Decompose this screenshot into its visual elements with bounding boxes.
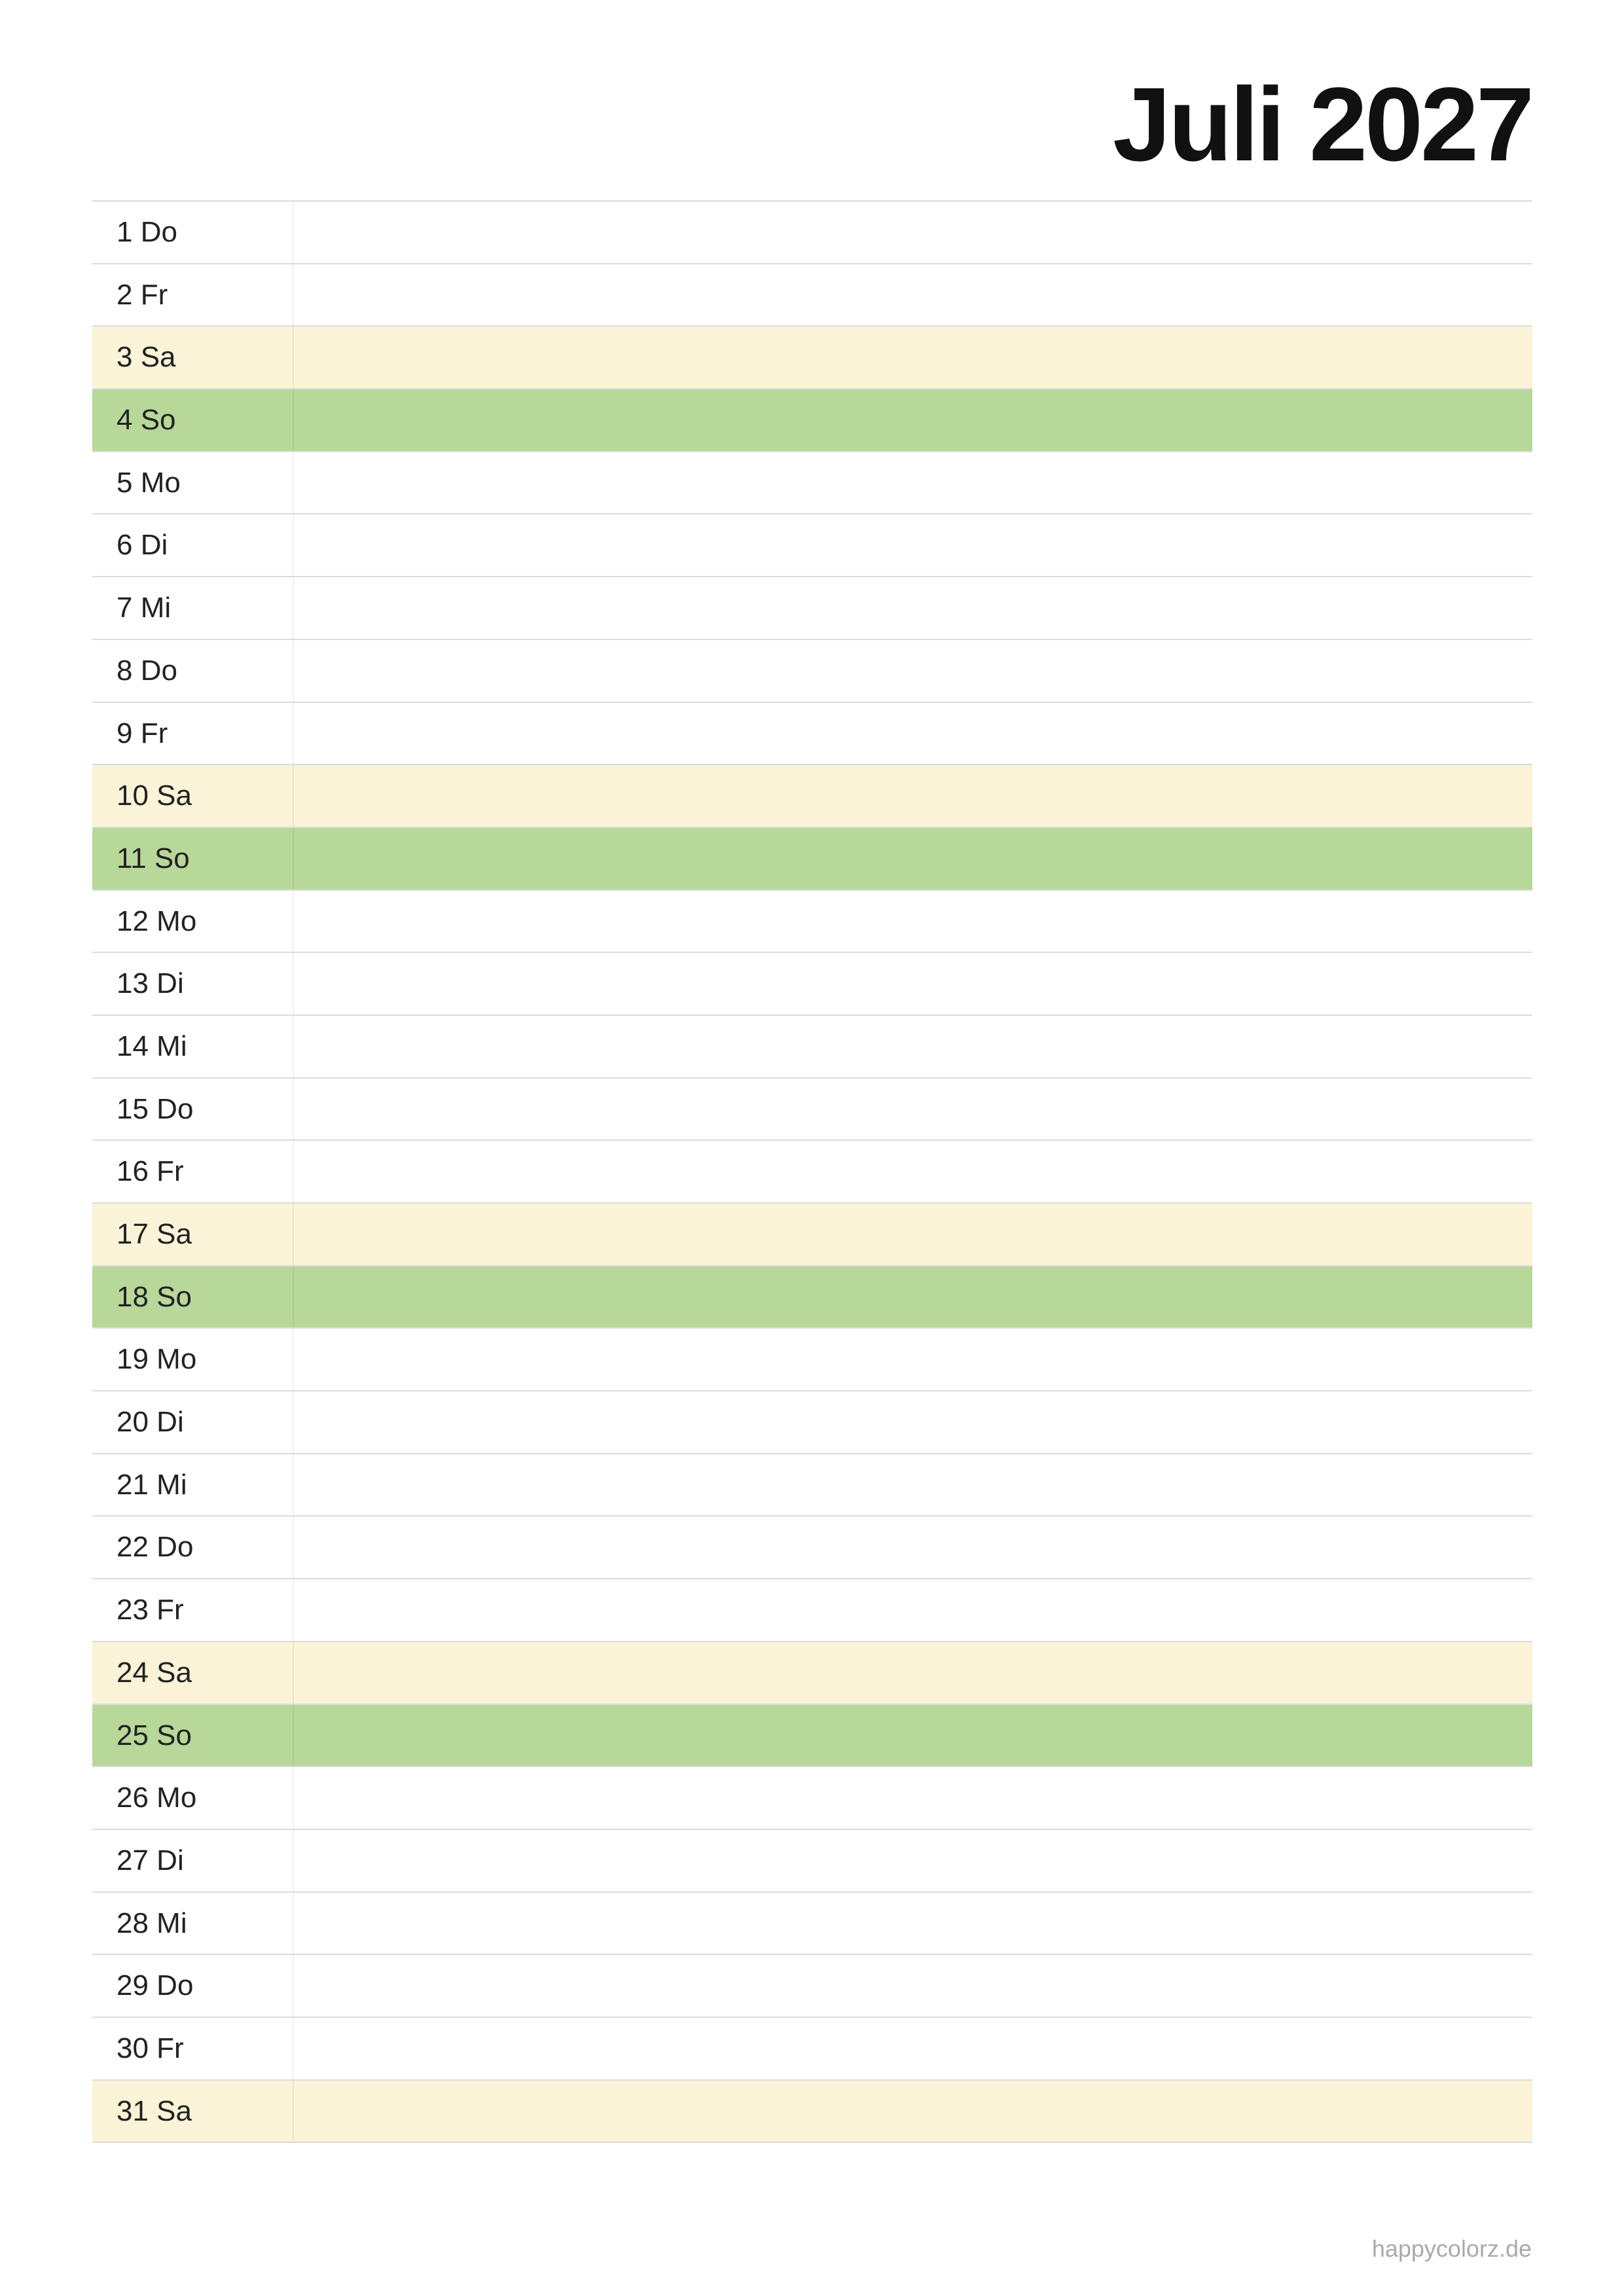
column-divider [293,953,294,1014]
column-divider [293,1579,294,1641]
column-divider [293,1204,294,1265]
day-label: 19 Mo [117,1343,197,1376]
day-row: 3 Sa [92,327,1532,390]
day-row: 28 Mi [92,1892,1532,1956]
column-divider [293,890,294,952]
column-divider [293,1078,294,1140]
day-label: 14 Mi [117,1030,187,1062]
day-label: 8 Do [117,654,177,687]
column-divider [293,264,294,326]
day-label: 9 Fr [117,717,168,749]
column-divider [293,202,294,263]
column-divider [293,1454,294,1516]
day-row: 19 Mo [92,1329,1532,1392]
column-divider [293,514,294,577]
column-divider [293,1015,294,1077]
day-label: 15 Do [117,1092,194,1125]
day-label: 29 Do [117,1969,194,2002]
day-label: 7 Mi [117,592,171,624]
day-row: 11 So [92,827,1532,891]
day-label: 31 Sa [117,2094,192,2127]
day-row: 13 Di [92,953,1532,1016]
column-divider [293,452,294,514]
day-row: 31 Sa [92,2080,1532,2144]
day-label: 23 Fr [117,1594,184,1626]
day-list: 1 Do 2 Fr 3 Sa 4 So 5 Mo 6 Di 7 Mi 8 Do 9 Fr 10 S… [92,200,1532,2144]
column-divider [293,1829,294,1892]
column-divider [293,2080,294,2142]
day-label: 30 Fr [117,2032,184,2064]
day-row: 15 Do [92,1078,1532,1141]
day-label: 13 Di [117,967,184,1000]
column-divider [293,1955,294,2017]
day-label: 12 Mo [117,905,197,937]
column-divider [293,639,294,702]
day-row: 2 Fr [92,264,1532,327]
column-divider [293,1141,294,1202]
day-row: 10 Sa [92,765,1532,828]
day-row: 14 Mi [92,1015,1532,1079]
day-label: 3 Sa [117,341,176,374]
day-label: 17 Sa [117,1218,192,1250]
day-row: 21 Mi [92,1454,1532,1517]
day-row: 5 Mo [92,452,1532,515]
day-label: 26 Mo [117,1782,197,1814]
column-divider [293,1704,294,1767]
day-row: 18 So [92,1266,1532,1329]
day-row: 25 So [92,1704,1532,1768]
day-label: 18 So [117,1280,192,1313]
day-row: 29 Do [92,1955,1532,2018]
column-divider [293,702,294,764]
day-label: 24 Sa [117,1656,192,1689]
column-divider [293,1391,294,1453]
day-row: 16 Fr [92,1141,1532,1204]
day-row: 24 Sa [92,1641,1532,1705]
day-row: 30 Fr [92,2017,1532,2081]
day-label: 2 Fr [117,278,168,311]
day-label: 22 Do [117,1531,194,1564]
day-row: 23 Fr [92,1579,1532,1642]
day-label: 10 Sa [117,780,192,812]
day-row: 4 So [92,389,1532,452]
column-divider [293,389,294,451]
day-row: 8 Do [92,639,1532,703]
column-divider [293,1266,294,1328]
column-divider [293,1329,294,1391]
day-label: 28 Mi [117,1907,187,1939]
day-row: 1 Do [92,202,1532,264]
title: Juli 2027 [1112,65,1534,183]
column-divider [293,2017,294,2079]
day-label: 1 Do [117,216,177,248]
column-divider [293,327,294,389]
day-row: 6 Di [92,514,1532,578]
column-divider [293,577,294,639]
day-label: 27 Di [117,1844,184,1876]
footer: happycolorz.de [1371,2235,1532,2262]
day-label: 5 Mo [117,466,181,499]
day-row: 17 Sa [92,1204,1532,1266]
day-label: 20 Di [117,1406,184,1439]
column-divider [293,1641,294,1704]
day-label: 25 So [117,1719,192,1751]
day-label: 6 Di [117,529,168,562]
day-label: 16 Fr [117,1155,184,1188]
day-row: 7 Mi [92,577,1532,640]
day-row: 9 Fr [92,702,1532,766]
day-row: 22 Do [92,1516,1532,1580]
day-row: 20 Di [92,1391,1532,1454]
column-divider [293,1892,294,1954]
column-divider [293,1767,294,1829]
column-divider [293,1516,294,1579]
column-divider [293,827,294,889]
day-row: 12 Mo [92,890,1532,954]
day-label: 21 Mi [117,1468,187,1501]
day-label: 4 So [117,404,176,437]
day-row: 27 Di [92,1829,1532,1893]
day-label: 11 So [117,842,190,874]
column-divider [293,765,294,827]
day-row: 26 Mo [92,1767,1532,1830]
